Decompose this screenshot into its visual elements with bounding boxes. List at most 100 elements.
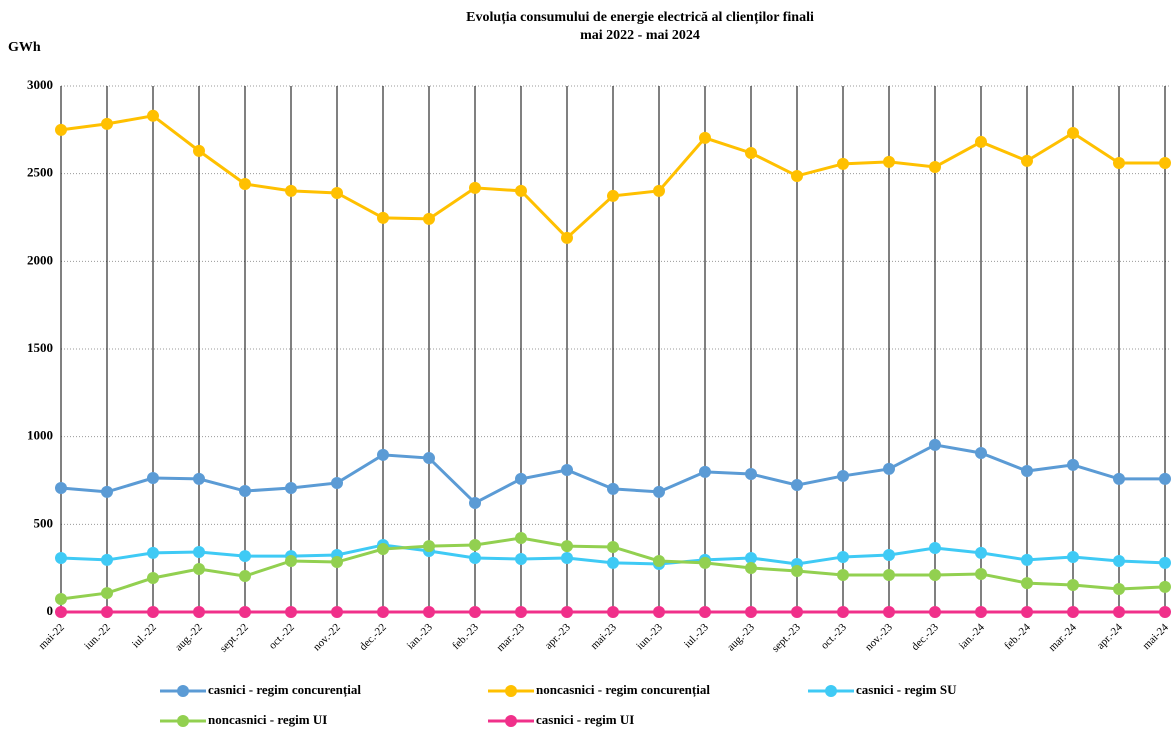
chart-subtitle: mai 2022 - mai 2024 xyxy=(580,28,700,43)
point xyxy=(377,543,389,556)
legend-marker xyxy=(177,685,189,697)
y-tick-label: 2000 xyxy=(27,252,53,267)
point xyxy=(607,606,619,618)
point xyxy=(331,556,343,569)
point xyxy=(745,606,757,618)
point xyxy=(745,551,757,564)
chart-title: Evoluția consumului de energie electrică… xyxy=(466,10,814,25)
point xyxy=(837,550,849,563)
point xyxy=(147,546,159,559)
point xyxy=(699,556,711,569)
point xyxy=(285,184,297,197)
x-tick-label: sept.-23 xyxy=(770,621,804,655)
point xyxy=(239,570,251,583)
point xyxy=(561,231,573,244)
point xyxy=(239,178,251,191)
point xyxy=(1067,606,1079,618)
point xyxy=(469,181,481,194)
point xyxy=(883,462,895,475)
point xyxy=(101,485,113,498)
point xyxy=(331,476,343,489)
point xyxy=(101,117,113,130)
point xyxy=(469,539,481,552)
point xyxy=(929,161,941,174)
x-tick-label: apr.-23 xyxy=(543,621,574,652)
point xyxy=(423,606,435,618)
point xyxy=(699,465,711,478)
point xyxy=(1021,553,1033,566)
point xyxy=(791,169,803,182)
point xyxy=(1159,580,1171,593)
x-tick-label: mai-23 xyxy=(588,621,619,652)
point xyxy=(515,472,527,485)
x-tick-label: aug.-22 xyxy=(173,621,205,653)
point xyxy=(1159,472,1171,485)
point xyxy=(193,606,205,618)
point xyxy=(607,189,619,202)
point xyxy=(1021,606,1033,618)
point xyxy=(1113,583,1125,596)
point xyxy=(883,155,895,168)
point xyxy=(929,542,941,555)
point xyxy=(561,540,573,553)
point xyxy=(239,485,251,498)
x-tick-label: aug.-23 xyxy=(725,621,757,653)
legend-marker xyxy=(505,685,517,697)
x-tick-label: sept.-22 xyxy=(218,621,251,654)
point xyxy=(745,561,757,574)
point xyxy=(1113,156,1125,169)
point xyxy=(975,606,987,618)
point xyxy=(1113,554,1125,567)
point xyxy=(285,482,297,495)
point xyxy=(1067,578,1079,591)
point xyxy=(147,109,159,122)
point xyxy=(745,146,757,159)
point xyxy=(193,563,205,576)
point xyxy=(423,452,435,465)
point xyxy=(1067,550,1079,563)
x-tick-label: mai-22 xyxy=(36,621,67,652)
x-tick-label: mai-24 xyxy=(1140,621,1171,652)
point xyxy=(1067,126,1079,139)
x-tick-label: apr.-24 xyxy=(1095,621,1126,652)
point xyxy=(239,606,251,618)
point xyxy=(929,438,941,451)
point xyxy=(561,463,573,476)
y-tick-label: 0 xyxy=(47,603,54,618)
x-tick-label: ian.-24 xyxy=(957,621,988,652)
point xyxy=(147,472,159,485)
point xyxy=(929,569,941,582)
x-tick-label: iun.-22 xyxy=(82,621,113,652)
y-axis-label: GWh xyxy=(8,40,41,55)
point xyxy=(193,472,205,485)
point xyxy=(515,553,527,566)
point xyxy=(469,551,481,564)
point xyxy=(561,551,573,564)
point xyxy=(1021,154,1033,167)
point xyxy=(55,606,67,618)
point xyxy=(975,567,987,580)
y-tick-label: 3000 xyxy=(27,77,53,92)
point xyxy=(469,496,481,509)
point xyxy=(193,546,205,559)
point xyxy=(1159,156,1171,169)
y-tick-label: 1500 xyxy=(27,340,53,355)
point xyxy=(515,184,527,197)
point xyxy=(377,448,389,461)
point xyxy=(653,554,665,567)
legend-label: casnici - regim concurențial xyxy=(208,682,361,698)
point xyxy=(837,606,849,618)
point xyxy=(607,556,619,569)
point xyxy=(55,551,67,564)
point xyxy=(423,212,435,225)
point xyxy=(147,571,159,584)
point xyxy=(55,123,67,136)
x-tick-label: nov.-22 xyxy=(311,621,343,653)
legend-label: casnici - regim SU xyxy=(856,682,957,697)
point xyxy=(837,569,849,582)
y-tick-label: 500 xyxy=(34,515,54,530)
point xyxy=(331,186,343,199)
point xyxy=(791,606,803,618)
point xyxy=(469,606,481,618)
